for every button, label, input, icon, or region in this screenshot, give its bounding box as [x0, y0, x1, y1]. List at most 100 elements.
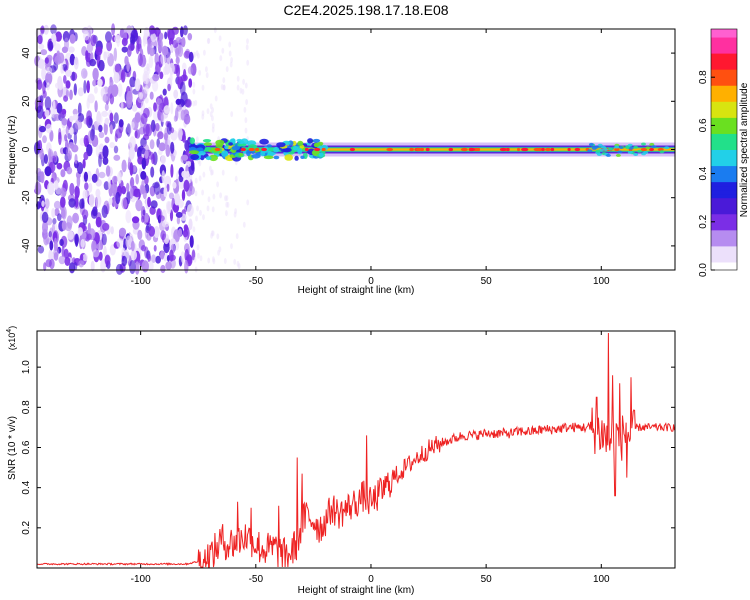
noise-cell — [203, 49, 206, 56]
signal-peak-cell — [506, 147, 510, 152]
colorbar-step — [711, 149, 737, 155]
signal-cell — [189, 150, 199, 155]
signal-peak-cell — [499, 147, 507, 152]
noise-cell — [104, 136, 110, 144]
noise-cell — [92, 67, 99, 81]
noise-cell — [182, 229, 188, 238]
noise-cell — [47, 181, 55, 195]
noise-cell — [98, 59, 105, 72]
signal-peak-cell — [567, 147, 571, 152]
noise-cell — [187, 254, 192, 265]
noise-cell — [38, 58, 46, 69]
y-tick-label: 1.0 — [21, 360, 32, 374]
noise-cell — [128, 147, 135, 160]
signal-peak-cell — [255, 147, 260, 152]
noise-cell — [36, 105, 44, 119]
noise-cell — [211, 126, 215, 133]
noise-cell — [196, 244, 200, 251]
noise-cell — [94, 86, 98, 94]
noise-cell — [116, 35, 120, 48]
noise-cell — [65, 69, 72, 77]
noise-cell — [147, 37, 152, 51]
noise-cell — [166, 122, 172, 135]
y-tick-label: 0.6 — [21, 440, 32, 454]
y-tick-label: 0.8 — [21, 400, 32, 414]
colorbar-step — [711, 193, 737, 199]
signal-cell — [649, 142, 655, 146]
noise-cell — [63, 75, 67, 84]
noise-cell — [209, 103, 213, 110]
noise-cell — [183, 179, 190, 192]
snr-ylabel: SNR (10 * v/v) — [7, 416, 18, 480]
noise-cell — [86, 233, 92, 241]
noise-cell — [188, 51, 194, 63]
noise-cell — [209, 165, 212, 172]
noise-cell — [129, 162, 134, 176]
noise-cell — [76, 174, 81, 188]
signal-cell — [297, 140, 304, 146]
signal-cell — [266, 144, 272, 148]
signal-peak-cell — [321, 147, 326, 152]
noise-cell — [211, 230, 215, 237]
noise-cell — [206, 205, 210, 212]
noise-cell — [153, 102, 157, 112]
noise-cell — [207, 257, 211, 264]
noise-cell — [159, 215, 165, 222]
noise-cell — [150, 166, 155, 178]
noise-cell — [97, 78, 103, 87]
noise-cell — [166, 51, 171, 65]
signal-cell — [641, 142, 646, 146]
noise-cell — [163, 132, 168, 141]
noise-cell — [74, 185, 80, 199]
y-tick-label: -20 — [21, 190, 32, 205]
noise-cell — [120, 69, 126, 83]
noise-cell — [246, 38, 249, 45]
spectrogram-xlabel: Height of straight line (km) — [298, 285, 415, 296]
x-tick-label: 50 — [481, 276, 493, 287]
noise-cell — [135, 43, 140, 55]
noise-cell — [82, 254, 88, 262]
noise-cell — [43, 24, 49, 35]
colorbar-step — [711, 145, 737, 150]
noise-cell — [196, 205, 199, 212]
noise-cell — [42, 81, 46, 94]
noise-cell — [193, 51, 197, 58]
colorbar-step — [711, 121, 737, 126]
noise-cell — [80, 239, 85, 248]
noise-cell — [159, 32, 164, 41]
noise-cell — [59, 238, 64, 247]
noise-cell — [126, 61, 130, 72]
colorbar-step — [711, 49, 737, 54]
colorbar-label: Normalized spectral amplitude — [739, 82, 750, 217]
noise-cell — [234, 175, 238, 182]
noise-cell — [109, 78, 114, 88]
noise-cell — [222, 84, 226, 91]
signal-cell — [307, 138, 314, 144]
noise-cell — [211, 169, 214, 176]
noise-cell — [216, 181, 220, 188]
noise-cell — [157, 38, 163, 52]
noise-cell — [121, 197, 128, 210]
signal-cell — [614, 145, 620, 149]
noise-cell — [241, 88, 245, 95]
colorbar-step — [711, 101, 737, 106]
colorbar-step — [711, 85, 737, 90]
noise-cell — [167, 83, 171, 92]
noise-cell — [195, 136, 199, 143]
noise-cell — [139, 184, 144, 195]
colorbar-step — [711, 29, 737, 34]
signal-peak-cell — [448, 147, 453, 152]
signal-cell — [238, 152, 243, 157]
noise-cell — [135, 174, 139, 185]
noise-cell — [49, 129, 54, 142]
noise-cell — [202, 171, 206, 178]
noise-cell — [190, 160, 195, 171]
colorbar-step — [711, 37, 737, 42]
noise-cell — [104, 254, 111, 266]
signal-peak-cell — [640, 147, 648, 152]
noise-cell — [211, 115, 214, 122]
noise-cell — [161, 221, 170, 228]
noise-cell — [139, 92, 143, 100]
noise-cell — [212, 256, 215, 263]
